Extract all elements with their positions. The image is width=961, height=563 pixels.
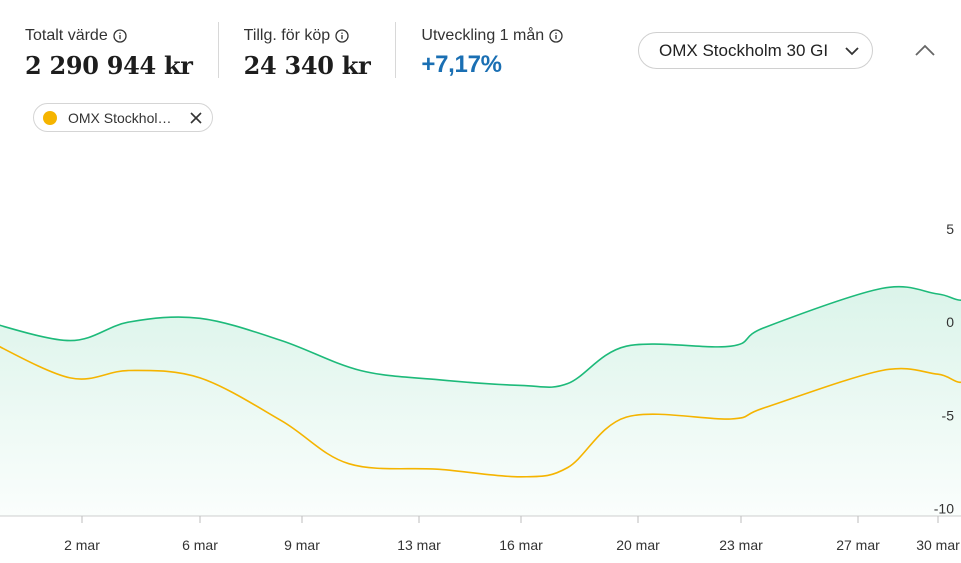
- chevron-down-icon: [845, 47, 859, 56]
- index-select-value: OMX Stockholm 30 GI: [659, 40, 829, 60]
- development-label-row: Utveckling 1 mån: [421, 26, 563, 46]
- available-amount: 24 340 kr: [243, 51, 371, 80]
- total-value-label: Totalt värde: [25, 27, 108, 44]
- y-tick-label: 5: [946, 221, 954, 237]
- x-tick-label: 27 mar: [836, 537, 880, 553]
- total-value-stat: Totalt värde 2 290 944 kr: [25, 26, 193, 80]
- available-stat: Tillg. för köp 24 340 kr: [244, 26, 371, 80]
- stats-row: Totalt värde 2 290 944 kr Tillg. för köp…: [25, 22, 563, 80]
- close-icon[interactable]: [189, 111, 203, 125]
- x-tick-label: 9 mar: [284, 537, 320, 553]
- chevron-up-icon[interactable]: [913, 42, 937, 60]
- chip-color-dot: [43, 110, 57, 125]
- divider: [395, 22, 397, 78]
- info-icon[interactable]: [113, 29, 127, 43]
- y-tick-label: -10: [934, 501, 954, 517]
- available-label: Tillg. för köp: [243, 27, 331, 44]
- development-label: Utveckling 1 mån: [421, 27, 545, 44]
- x-tick-label: 13 mar: [397, 537, 441, 553]
- info-icon[interactable]: [549, 29, 563, 43]
- development-percent: +7,17%: [421, 51, 502, 78]
- y-tick-label: 0: [946, 314, 954, 330]
- available-label-row: Tillg. för köp: [244, 26, 371, 46]
- x-tick-label: 2 mar: [64, 537, 100, 553]
- total-value-amount: 2 290 944 kr: [25, 51, 193, 80]
- x-tick-label: 23 mar: [719, 537, 763, 553]
- divider: [217, 22, 219, 78]
- series-line-1: [0, 345, 961, 478]
- series-area-0: [0, 286, 961, 516]
- x-tick-label: 20 mar: [616, 537, 660, 553]
- index-select[interactable]: OMX Stockholm 30 GI: [638, 32, 873, 69]
- comparison-chip[interactable]: OMX Stockholm 30 GI: [33, 103, 213, 132]
- x-tick-label: 30 mar: [916, 537, 960, 553]
- total-value-label-row: Totalt värde: [25, 26, 193, 46]
- x-tick-label: 6 mar: [182, 537, 218, 553]
- y-tick-label: -5: [942, 407, 955, 423]
- x-tick-label: 16 mar: [499, 537, 543, 553]
- development-stat: Utveckling 1 mån +7,17%: [421, 26, 563, 79]
- info-icon[interactable]: [335, 29, 349, 43]
- series-line-0: [0, 285, 961, 388]
